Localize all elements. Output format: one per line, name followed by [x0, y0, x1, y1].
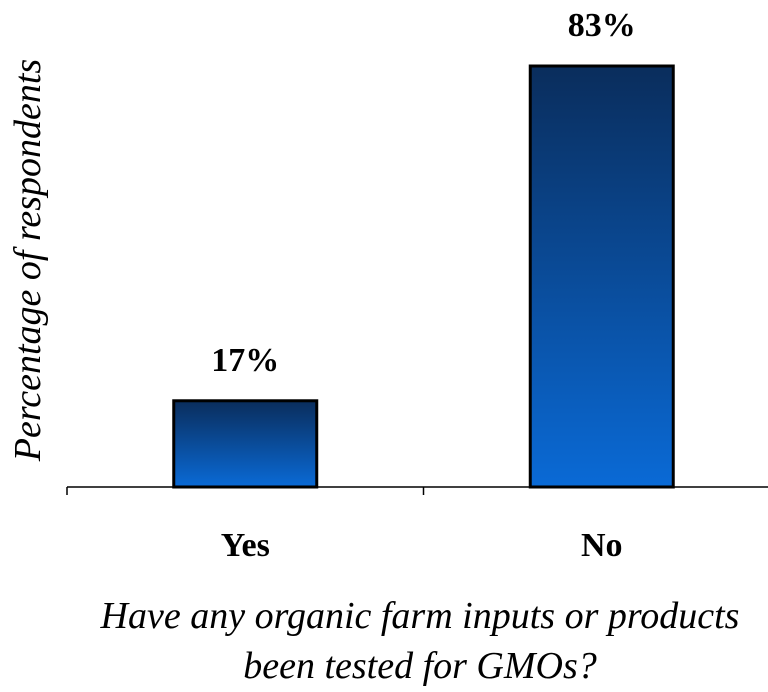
bar-no: [528, 64, 675, 489]
data-label-no: 83%: [568, 7, 636, 44]
x-axis-tick-labels: Yes No: [221, 527, 623, 564]
y-axis-label: Percentage of respondents: [7, 59, 49, 462]
x-tick-label-no: No: [581, 527, 623, 564]
bars-group: [172, 64, 675, 489]
data-labels-group: 17% 83%: [211, 7, 636, 379]
data-label-yes: 17%: [211, 342, 279, 379]
bar-yes: [172, 399, 319, 489]
x-axis-label-line-1: Have any organic farm inputs or products: [100, 595, 740, 637]
x-axis-ticks: [66, 487, 425, 495]
x-axis-label-line-2: been tested for GMOs?: [243, 645, 597, 687]
x-tick-label-yes: Yes: [221, 527, 270, 564]
